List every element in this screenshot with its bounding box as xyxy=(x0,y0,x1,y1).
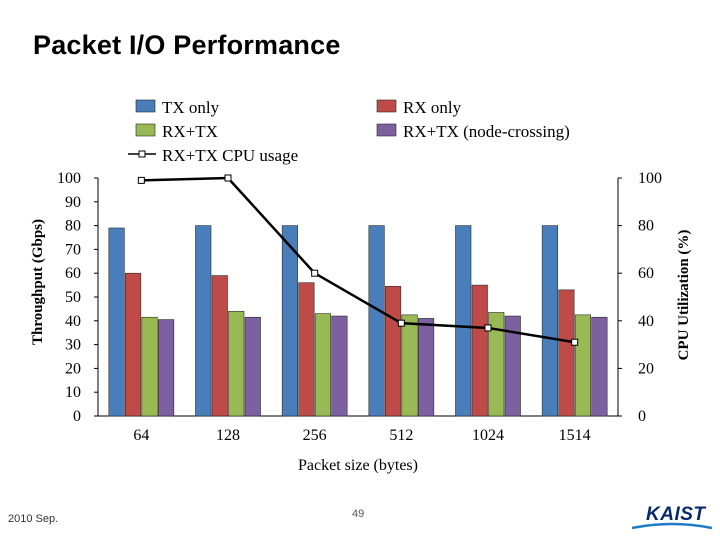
bar-rx-tx xyxy=(314,313,331,417)
y-tick-label: 40 xyxy=(65,313,81,330)
y2-tick-label: 20 xyxy=(638,360,654,377)
y2-tick-label: 40 xyxy=(638,313,654,330)
x-axis-title: Packet size (bytes) xyxy=(298,457,418,474)
logo-swoosh-icon xyxy=(632,522,712,530)
y-tick-label: 70 xyxy=(65,241,81,258)
bar-tx-only xyxy=(368,225,385,417)
chart-bars xyxy=(108,225,608,417)
legend-rx-only-swatch xyxy=(376,99,397,113)
cpu-usage-polyline xyxy=(141,176,575,344)
bar-rx-tx-node-crossing xyxy=(504,315,521,417)
cpu-usage-line xyxy=(137,174,579,346)
cpu-usage-point xyxy=(484,324,492,332)
bar-rx-tx-node-crossing xyxy=(591,316,608,417)
chart-labels: 0 10 20 30 40 50 60 70 80 90 100 0 20 40 60 80 100 64 128 2… xyxy=(30,170,692,474)
chart: 0 10 20 30 40 50 60 70 80 90 100 0 20 40 60 80 100 64 128 2… xyxy=(30,98,692,474)
legend-rx-tx-cpu-usage-label: RX+TX CPU usage xyxy=(162,146,298,165)
legend-rx-tx-node-crossing-label: RX+TX (node-crossing) xyxy=(403,122,570,141)
y2-tick-label: 0 xyxy=(638,408,646,425)
cpu-usage-point xyxy=(397,319,405,327)
y2-tick-label: 100 xyxy=(638,170,662,187)
bar-rx-tx xyxy=(228,310,245,417)
x-tick-label: 128 xyxy=(216,427,240,444)
cpu-usage-point xyxy=(137,176,145,184)
y-tick-label: 60 xyxy=(65,265,81,282)
cpu-usage-point xyxy=(224,174,232,182)
x-tick-label: 1024 xyxy=(472,427,504,444)
kaist-logo: KAIST xyxy=(632,500,712,532)
bar-tx-only xyxy=(195,225,212,417)
y2-axis-title: CPU Utilization (%) xyxy=(676,230,692,361)
page-number: 49 xyxy=(352,508,365,520)
x-tick-label: 1514 xyxy=(559,427,591,444)
legend-rx-only-label: RX only xyxy=(403,98,462,117)
x-tick-label: 512 xyxy=(389,427,413,444)
y-tick-label: 20 xyxy=(65,360,81,377)
y-tick-label: 50 xyxy=(65,289,81,306)
footer-date: 2010 Sep. xyxy=(8,513,59,525)
y2-tick-label: 80 xyxy=(638,218,654,235)
bar-rx-tx-node-crossing xyxy=(418,318,435,417)
bar-tx-only xyxy=(281,225,298,417)
legend-rx-tx-node-crossing-swatch xyxy=(376,123,397,137)
y2-tick-label: 60 xyxy=(638,265,654,282)
bar-rx-only xyxy=(125,272,142,417)
logo-text: KAIST xyxy=(646,504,706,525)
slide-title: Packet I/O Performance xyxy=(33,30,341,60)
bar-tx-only xyxy=(108,227,125,417)
y-axis-title: Throughput (Gbps) xyxy=(30,219,46,345)
bar-rx-tx xyxy=(488,312,505,417)
bar-rx-tx-node-crossing xyxy=(158,319,175,417)
x-tick-label: 64 xyxy=(133,427,149,444)
y-tick-label: 10 xyxy=(65,384,81,401)
cpu-usage-point xyxy=(311,269,319,277)
bar-rx-only xyxy=(385,285,402,417)
legend-tx-only-label: TX only xyxy=(162,98,220,117)
bar-rx-only xyxy=(558,289,575,417)
bar-rx-only xyxy=(211,275,228,417)
bar-rx-tx xyxy=(574,314,591,417)
bar-rx-tx xyxy=(401,314,418,417)
cpu-usage-point xyxy=(571,338,579,346)
bar-tx-only xyxy=(455,225,472,417)
y-tick-label: 0 xyxy=(73,408,81,425)
chart-legend: TX only RX only RX+TX RX+TX (node-crossing)… xyxy=(128,98,570,165)
bar-rx-tx xyxy=(141,316,158,417)
legend-tx-only-swatch xyxy=(135,99,156,113)
legend-rx-tx-swatch xyxy=(135,123,156,137)
bar-rx-only xyxy=(298,282,315,417)
legend-rx-tx-cpu-usage-marker xyxy=(138,150,146,158)
bar-rx-tx-node-crossing xyxy=(244,316,261,417)
bar-tx-only xyxy=(541,225,558,417)
y-tick-label: 100 xyxy=(57,170,81,187)
bar-rx-tx-node-crossing xyxy=(331,315,348,417)
x-tick-label: 256 xyxy=(303,427,327,444)
chart-axes xyxy=(94,177,622,417)
legend-rx-tx-label: RX+TX xyxy=(162,122,218,141)
y-tick-label: 30 xyxy=(65,337,81,354)
y-tick-label: 90 xyxy=(65,194,81,211)
bar-rx-only xyxy=(471,284,488,417)
y-tick-label: 80 xyxy=(65,218,81,235)
